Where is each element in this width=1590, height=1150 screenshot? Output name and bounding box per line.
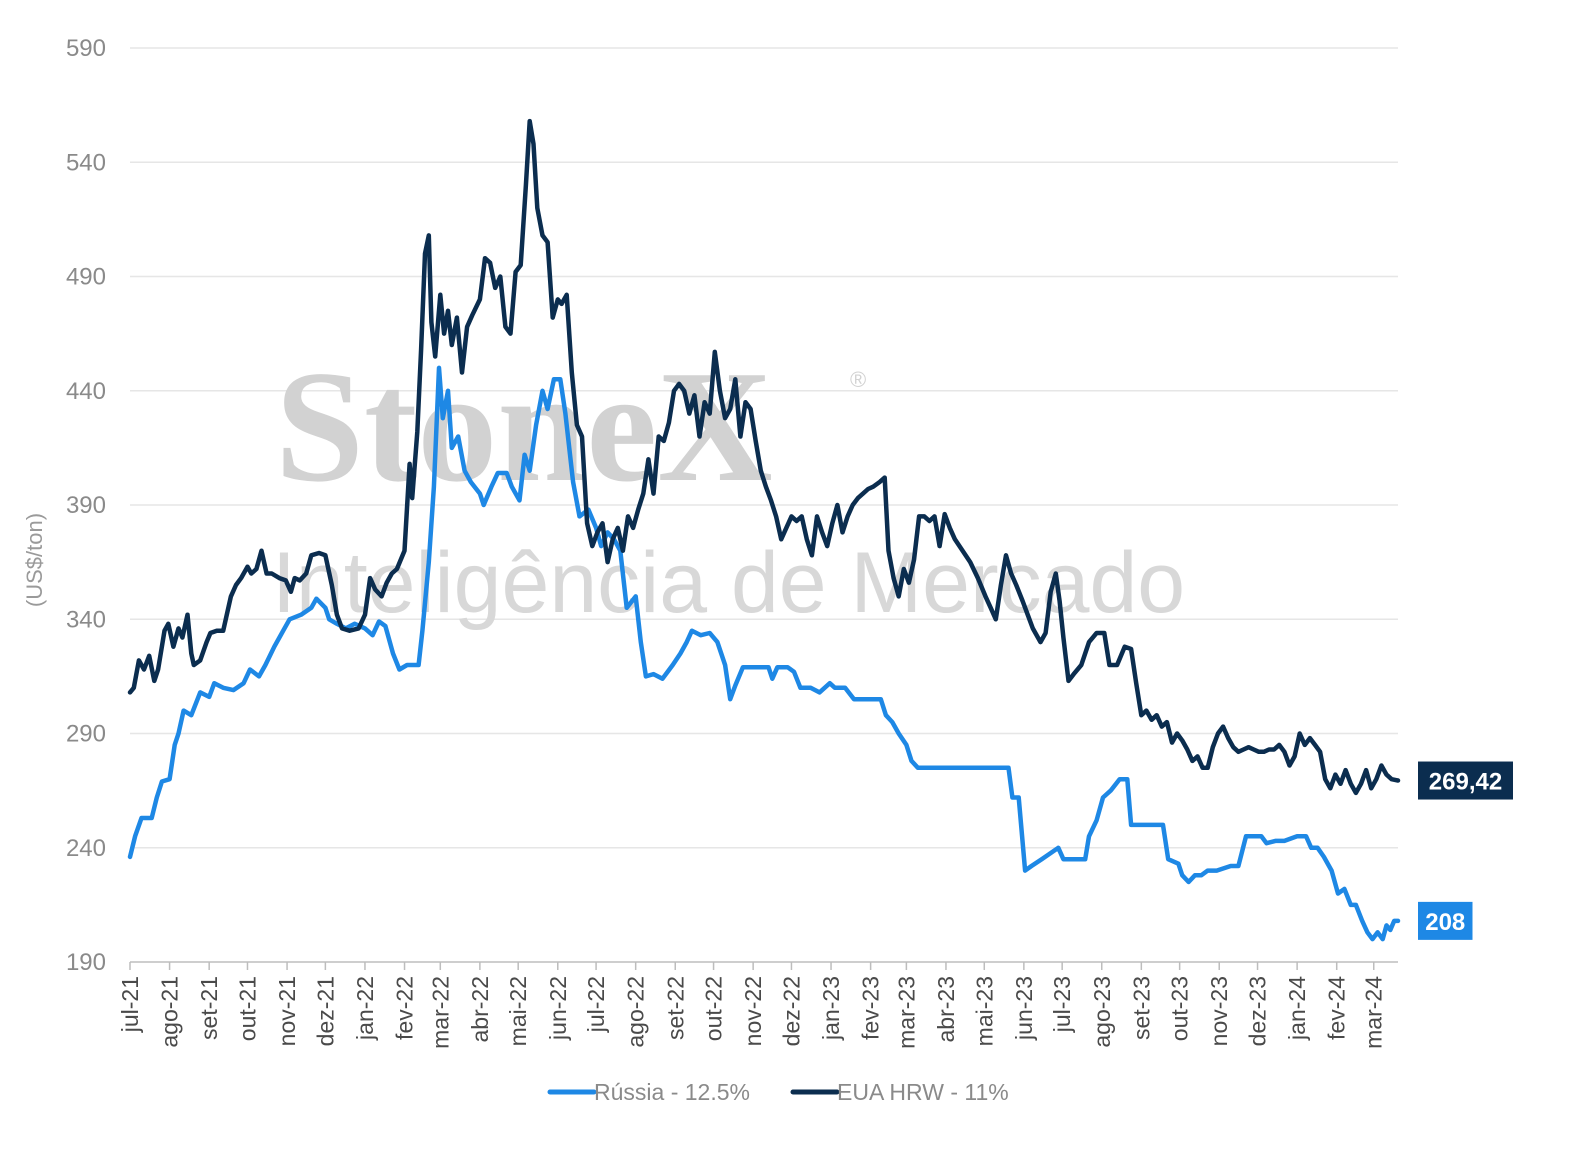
y-tick-label: 590: [66, 35, 106, 62]
end-label-box: [1418, 901, 1473, 940]
series-line-eua-hrw: [127, 118, 1401, 796]
x-tick-label: dez-22: [778, 976, 804, 1046]
x-tick-label: jul-22: [583, 976, 609, 1033]
x-tick-label: ago-23: [1089, 976, 1115, 1048]
y-tick-label: 440: [66, 378, 106, 405]
watermark-registered-mark: ®: [850, 367, 866, 392]
end-label-box: [1418, 761, 1513, 800]
x-tick-label: out-22: [701, 976, 727, 1041]
end-label-russia: 208: [1418, 901, 1473, 940]
y-tick-label: 490: [66, 264, 106, 291]
legend-label: Rússia - 12.5%: [594, 1079, 750, 1105]
x-tick-label: jan-23: [818, 976, 844, 1041]
x-tick-label: abr-22: [467, 976, 493, 1042]
x-tick-label: fev-24: [1324, 976, 1350, 1040]
x-tick-label: mar-24: [1361, 976, 1387, 1049]
legend: Rússia - 12.5% EUA HRW - 11%: [547, 1079, 1009, 1105]
x-tick-label: set-22: [662, 976, 688, 1040]
legend-label: EUA HRW - 11%: [837, 1079, 1009, 1105]
x-tick-label: jan-24: [1284, 976, 1310, 1041]
x-tick-label: jul-23: [1049, 976, 1075, 1033]
x-tick-label: out-21: [234, 976, 260, 1041]
x-tick-label: mar-22: [427, 976, 453, 1049]
x-tick-label: abr-23: [933, 976, 959, 1042]
axes: 190 240 290 340 390 440 490 540 590 jul-21 ago-21 s…: [66, 35, 1398, 1049]
y-tick-label: 290: [66, 721, 106, 748]
x-tick-label: dez-23: [1245, 976, 1271, 1046]
x-tick-label: out-23: [1167, 976, 1193, 1041]
y-tick-label: 390: [66, 492, 106, 519]
end-value-labels: 208 269,42: [1418, 761, 1513, 940]
gridlines: [130, 47, 1398, 849]
x-tick-label: jun-22: [545, 976, 571, 1041]
y-tick-label: 540: [66, 149, 106, 176]
x-tick-label: mai-22: [505, 976, 531, 1046]
x-tick-label: ago-22: [623, 976, 649, 1048]
x-tick-label: jul-21: [117, 976, 143, 1033]
x-tick-label: ago-21: [157, 976, 183, 1048]
y-tick-label: 190: [66, 949, 106, 976]
end-label-value: 208: [1425, 909, 1465, 936]
series-lines: [127, 118, 1401, 942]
x-tick-label: set-21: [196, 976, 222, 1040]
x-tick-label: nov-21: [274, 976, 300, 1046]
x-tick-label: nov-23: [1206, 976, 1232, 1046]
x-tick-label: jan-22: [352, 976, 378, 1041]
x-tick-label: nov-22: [740, 976, 766, 1046]
x-tick-label: jun-23: [1011, 976, 1037, 1041]
x-tick-label: fev-23: [858, 976, 884, 1040]
x-tick-label: dez-21: [312, 976, 338, 1046]
y-axis-label: (US$/ton): [22, 513, 47, 607]
x-tick-label: mai-23: [971, 976, 997, 1046]
x-tick-label: fev-22: [392, 976, 418, 1040]
watermark-brand: StoneX: [275, 337, 773, 515]
y-tick-label: 340: [66, 606, 106, 633]
x-tick-label: set-23: [1128, 976, 1154, 1040]
y-tick-label: 240: [66, 835, 106, 862]
end-label-value: 269,42: [1429, 769, 1502, 796]
x-tick-label: mar-23: [893, 976, 919, 1049]
end-label-eua-hrw: 269,42: [1418, 761, 1513, 800]
series-line-russia: [127, 365, 1401, 942]
